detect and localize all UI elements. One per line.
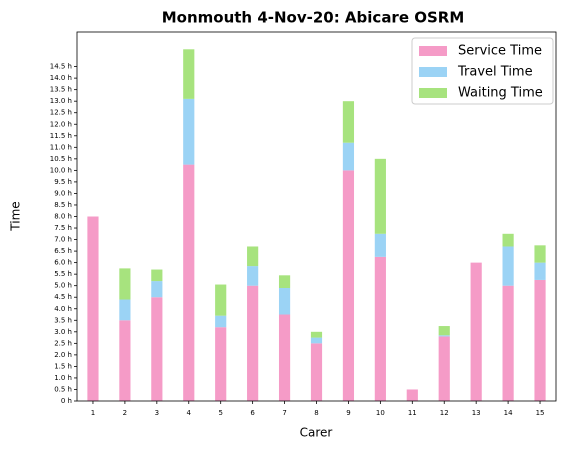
bar-segment [278, 287, 291, 315]
legend-swatch [419, 88, 447, 98]
y-tick-label: 5.0 h [54, 282, 72, 290]
x-tick-label: 12 [440, 409, 449, 417]
y-tick-label: 11.0 h [50, 143, 72, 151]
x-tick-label: 13 [472, 409, 481, 417]
x-tick-label: 9 [346, 409, 350, 417]
bar-segment [534, 279, 546, 401]
bar-segment [215, 315, 227, 328]
y-tick-label: 7.5 h [54, 224, 72, 232]
y-tick-label: 0.5 h [54, 385, 72, 393]
y-tick-label: 7.0 h [54, 236, 72, 244]
legend-swatch [419, 67, 447, 77]
bar-segment [470, 262, 482, 401]
y-tick-label: 2.0 h [54, 351, 72, 359]
bar-segment [215, 327, 227, 401]
y-tick-label: 0 h [61, 397, 72, 405]
x-tick-label: 14 [504, 409, 513, 417]
bar-segment [119, 320, 131, 401]
bar-segment [438, 335, 450, 337]
y-tick-label: 13.5 h [50, 86, 72, 94]
chart-title: Monmouth 4-Nov-20: Abicare OSRM [162, 9, 465, 27]
y-tick-label: 9.5 h [54, 178, 72, 186]
bar-segment [502, 233, 514, 247]
bar-segment [183, 49, 195, 99]
x-tick-label: 3 [155, 409, 159, 417]
bar-segment [534, 262, 546, 280]
bar-segment [438, 336, 450, 401]
bar-segment [119, 268, 131, 300]
legend-label: Travel Time [457, 65, 533, 80]
y-tick-label: 4.5 h [54, 293, 72, 301]
y-tick-label: 13.0 h [50, 97, 72, 105]
x-tick-label: 11 [408, 409, 417, 417]
y-tick-label: 8.0 h [54, 213, 72, 221]
x-tick-label: 4 [187, 409, 192, 417]
legend-label: Waiting Time [458, 86, 543, 101]
x-tick-label: 1 [91, 409, 95, 417]
bar-segment [278, 314, 291, 401]
y-tick-label: 9.0 h [54, 189, 72, 197]
y-tick-label: 3.0 h [54, 328, 72, 336]
legend-box [411, 37, 554, 105]
bar-segment [151, 269, 163, 282]
bar-segment [310, 337, 323, 344]
y-tick-label: 1.5 h [54, 362, 72, 370]
bar-segment [310, 331, 323, 338]
bar-segment [534, 245, 546, 263]
bar-segment [87, 216, 99, 401]
y-tick-label: 4.0 h [54, 305, 72, 313]
y-tick-label: 10.0 h [50, 166, 72, 174]
bar-segment [406, 389, 418, 401]
y-tick-label: 1.0 h [54, 374, 72, 382]
bar-segment [438, 326, 450, 336]
bar-segment [342, 101, 355, 143]
y-tick-label: 14.5 h [50, 63, 72, 71]
bar-segment [247, 285, 259, 401]
y-tick-label: 10.5 h [50, 155, 72, 163]
y-axis-label: Time [9, 201, 23, 231]
bar-segment [310, 343, 323, 401]
y-tick-label: 6.5 h [54, 247, 72, 255]
legend-label: Service Time [458, 44, 542, 59]
x-tick-label: 2 [123, 409, 127, 417]
y-tick-label: 11.5 h [50, 132, 72, 140]
y-tick-label: 12.5 h [50, 109, 72, 117]
bar-segment [183, 98, 195, 165]
y-tick-label: 8.5 h [54, 201, 72, 209]
bar-segment [342, 142, 355, 171]
bar-segment [151, 281, 163, 298]
x-tick-label: 8 [314, 409, 318, 417]
bar-segment [215, 284, 227, 316]
bar-segment [502, 246, 514, 286]
y-tick-label: 2.5 h [54, 339, 72, 347]
bar-segment [119, 299, 131, 321]
y-tick-label: 6.0 h [54, 259, 72, 267]
x-tick-label: 15 [536, 409, 545, 417]
legend: Service Time Travel Time Waiting Time [411, 37, 554, 105]
bar-segment [247, 246, 259, 267]
bar-segment [342, 170, 355, 401]
bar-segment [374, 256, 386, 401]
x-tick-label: 10 [376, 409, 385, 417]
y-tick-label: 3.5 h [54, 316, 72, 324]
bar-segment [374, 158, 386, 234]
y-tick-label: 14.0 h [50, 74, 72, 82]
bar-segment [151, 297, 163, 401]
plot-frame [76, 31, 557, 402]
bar-segment [374, 233, 386, 257]
x-tick-label: 6 [250, 409, 255, 417]
bar-segment [183, 164, 195, 401]
bar-segment [278, 275, 291, 288]
y-tick-label: 5.5 h [54, 270, 72, 278]
bar-segment [502, 285, 514, 401]
x-tick-label: 7 [282, 409, 286, 417]
x-tick-label: 5 [218, 409, 222, 417]
bar-segment [247, 266, 259, 286]
y-tick-label: 12.0 h [50, 120, 72, 128]
legend-swatch [419, 46, 447, 56]
x-axis-label: Carer [300, 426, 333, 440]
